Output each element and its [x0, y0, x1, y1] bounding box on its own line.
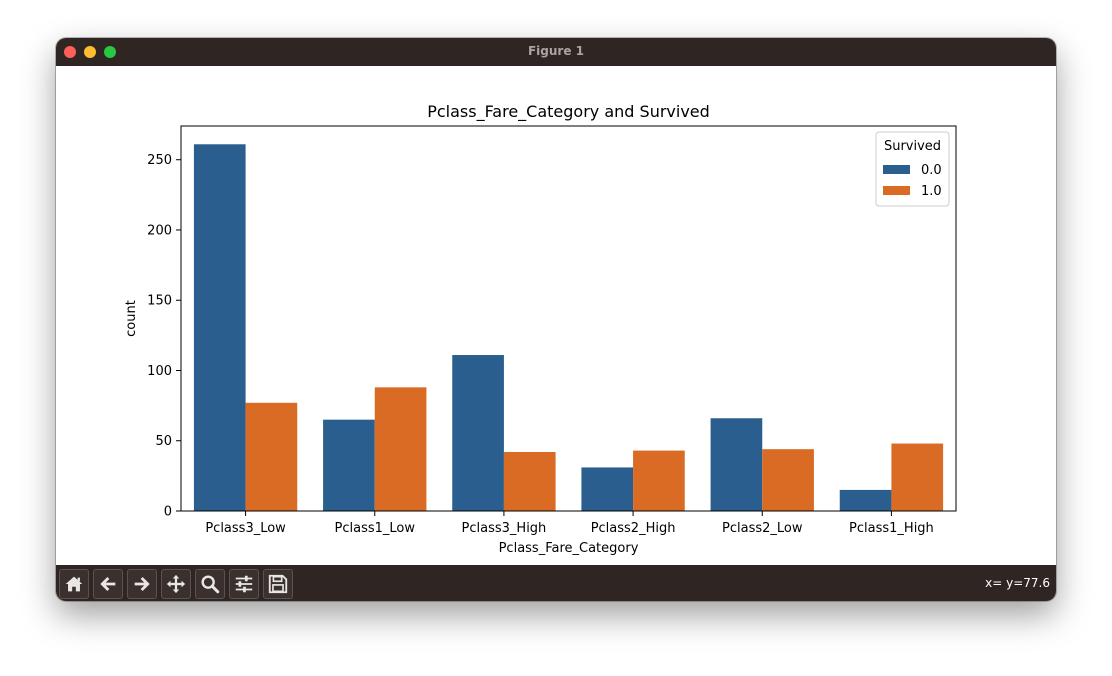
bar-Pclass2_Low-survived-0.0 [710, 418, 763, 511]
y-axis-label: count [124, 300, 139, 337]
forward-arrow-icon [134, 576, 150, 592]
maximize-window-button[interactable] [104, 46, 116, 58]
configure-subplots-icon [235, 575, 253, 593]
legend-swatch [883, 186, 910, 195]
save-floppy-icon [268, 574, 288, 594]
save-button[interactable] [263, 569, 293, 599]
x-tick-label: Pclass2_Low [722, 521, 803, 536]
bar-Pclass3_Low-survived-1.0 [245, 402, 298, 511]
x-tick-label: Pclass3_High [462, 521, 547, 536]
legend-title: Survived [884, 139, 941, 154]
pan-move-icon [166, 574, 186, 594]
x-tick-label: Pclass3_Low [205, 521, 286, 536]
legend: Survived 0.01.0 [875, 131, 950, 207]
x-tick-label: Pclass1_Low [335, 521, 416, 536]
bar-Pclass3_High-survived-0.0 [452, 355, 504, 511]
home-button[interactable] [59, 569, 89, 599]
figure-window: Figure 1 Pclass_Fare_Category and Surviv… [56, 38, 1056, 601]
legend-label: 0.0 [921, 163, 942, 178]
bar-Pclass3_Low-survived-0.0 [193, 144, 246, 511]
configure-subplots-button[interactable] [229, 569, 259, 599]
bar-Pclass1_Low-survived-1.0 [374, 387, 427, 511]
back-button[interactable] [93, 569, 123, 599]
minimize-window-button[interactable] [84, 46, 96, 58]
zoom-button[interactable] [195, 569, 225, 599]
y-tick-label: 150 [147, 294, 172, 309]
y-tick-label: 0 [164, 505, 172, 520]
chart-title: Pclass_Fare_Category and Survived [427, 102, 710, 122]
home-icon [65, 576, 83, 592]
legend-items: 0.01.0 [883, 163, 942, 199]
x-tick-label: Pclass1_High [849, 521, 934, 536]
window-title: Figure 1 [527, 44, 585, 58]
close-window-button[interactable] [64, 46, 76, 58]
bar-Pclass2_High-survived-1.0 [633, 450, 685, 511]
y-axis-ticks: 0 50 100 150 200 250 [147, 153, 181, 520]
y-tick-label: 250 [147, 153, 172, 168]
plot-area: Pclass_Fare_Category and Survived 0 50 100… [56, 66, 1056, 565]
x-tick-label: Pclass2_High [591, 521, 676, 536]
x-axis-ticks: Pclass3_Low Pclass1_Low Pclass3_High Pclass… [205, 511, 934, 536]
title-bar: Figure 1 [56, 38, 1056, 66]
pan-button[interactable] [161, 569, 191, 599]
back-arrow-icon [100, 576, 116, 592]
y-tick-label: 100 [147, 364, 172, 379]
bar-Pclass1_High-survived-1.0 [891, 443, 944, 511]
toolbar: x= y=77.6 [56, 565, 1056, 601]
legend-swatch [883, 165, 910, 174]
x-axis-label: Pclass_Fare_Category [499, 541, 639, 556]
bar-Pclass1_Low-survived-0.0 [323, 419, 375, 511]
y-tick-label: 200 [147, 223, 172, 238]
legend-label: 1.0 [921, 184, 942, 199]
y-tick-label: 50 [155, 434, 172, 449]
cursor-coordinates: x= y=77.6 [985, 576, 1050, 590]
bar-Pclass2_High-survived-0.0 [581, 467, 634, 511]
axes-frame [180, 125, 957, 512]
bar-Pclass2_Low-survived-1.0 [762, 449, 814, 511]
forward-button[interactable] [127, 569, 157, 599]
bar-Pclass1_High-survived-0.0 [839, 489, 892, 511]
bars-layer [193, 144, 944, 511]
bar-chart: Pclass_Fare_Category and Survived 0 50 100… [124, 102, 957, 556]
bar-Pclass3_High-survived-1.0 [503, 451, 556, 511]
zoom-magnifier-icon [201, 575, 220, 594]
